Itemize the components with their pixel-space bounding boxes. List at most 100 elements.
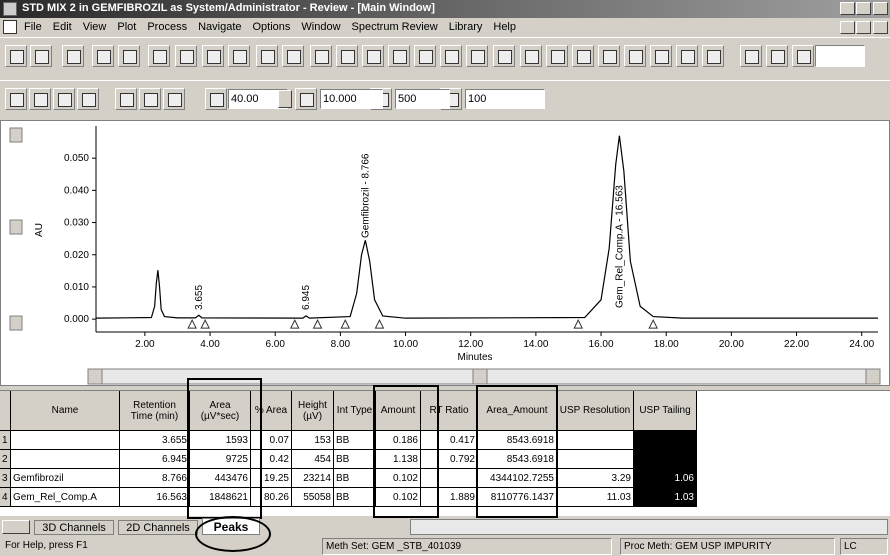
tool-button[interactable] <box>5 45 27 67</box>
tab[interactable]: 2D Channels <box>118 520 198 535</box>
tool-button[interactable] <box>139 88 161 110</box>
tool-button[interactable] <box>440 45 462 67</box>
integration-marker <box>340 319 351 329</box>
table-cell <box>11 450 120 469</box>
table-cell: BB <box>334 450 376 469</box>
tool-button[interactable] <box>29 88 51 110</box>
y-tick-label: 0.050 <box>64 153 89 164</box>
tool-button[interactable] <box>115 88 137 110</box>
tool-button[interactable] <box>295 88 317 110</box>
tool-button[interactable] <box>388 45 410 67</box>
table-cell: 153 <box>292 431 334 450</box>
tool-button[interactable] <box>228 45 250 67</box>
tool-button[interactable] <box>205 88 227 110</box>
input-field[interactable]: 500 <box>395 89 450 109</box>
menu-item[interactable]: Process <box>147 21 188 33</box>
menu-item[interactable]: View <box>82 21 107 33</box>
menu-item[interactable]: File <box>24 21 42 33</box>
menu-item[interactable]: Options <box>252 21 291 33</box>
menu-item[interactable]: Spectrum Review <box>351 21 438 33</box>
dropdown-arrow[interactable] <box>278 90 292 108</box>
table-cell: 1848621 <box>190 488 251 507</box>
tool-button[interactable] <box>650 45 672 67</box>
tool-button[interactable] <box>118 45 140 67</box>
column-header <box>0 391 11 431</box>
table-cell: 55058 <box>292 488 334 507</box>
peak-table: Name Retention Time (min) Area (µV*sec)% A… <box>0 390 890 516</box>
mdi-minimize[interactable] <box>840 21 855 34</box>
tool-button[interactable] <box>362 45 384 67</box>
window-title: STD MIX 2 in GEMFIBROZIL as System/Admin… <box>22 2 435 14</box>
doc-icon <box>3 20 17 34</box>
tool-button[interactable] <box>336 45 358 67</box>
status-field: Proc Meth: GEM USP IMPURITY <box>620 538 835 555</box>
tool-button[interactable] <box>256 45 278 67</box>
table-h-scrollbar[interactable] <box>410 519 888 535</box>
tool-button[interactable] <box>175 45 197 67</box>
tab[interactable]: 3D Channels <box>34 520 114 535</box>
menu-item[interactable]: Library <box>448 21 483 33</box>
scroll-right[interactable] <box>865 368 881 385</box>
scroll-thumb[interactable] <box>9 219 23 235</box>
input-field[interactable]: 10.000 <box>320 89 383 109</box>
tool-button[interactable] <box>310 45 332 67</box>
maximize-button[interactable] <box>856 2 871 15</box>
tool-button[interactable] <box>572 45 594 67</box>
x-tick-label: 8.00 <box>331 339 351 350</box>
dropdown[interactable] <box>815 45 865 67</box>
x-tick-label: 10.00 <box>393 339 418 350</box>
tool-button[interactable] <box>792 45 814 67</box>
tool-button[interactable] <box>77 88 99 110</box>
minimize-button[interactable] <box>840 2 855 15</box>
tool-button[interactable] <box>466 45 488 67</box>
x-axis-label: Minutes <box>457 352 492 363</box>
tool-button[interactable] <box>163 88 185 110</box>
menu-item[interactable]: Navigate <box>198 21 242 33</box>
table-cell: 0.42 <box>251 450 292 469</box>
tool-button[interactable] <box>493 45 515 67</box>
tool-button[interactable] <box>740 45 762 67</box>
tool-button[interactable] <box>546 45 568 67</box>
tool-button[interactable] <box>702 45 724 67</box>
tool-button[interactable] <box>202 45 224 67</box>
table-cell: 0.102 <box>376 488 421 507</box>
tool-button[interactable] <box>5 88 27 110</box>
toolbar <box>0 37 890 74</box>
tab-scroll[interactable] <box>2 520 30 534</box>
menu-item[interactable]: Plot <box>117 21 137 33</box>
table-cell: 3.29 <box>557 469 634 488</box>
scroll-left[interactable] <box>87 368 103 385</box>
mdi-restore[interactable] <box>856 21 871 34</box>
menu-item[interactable]: Window <box>301 21 341 33</box>
table-cell: 9725 <box>190 450 251 469</box>
tool-button[interactable] <box>53 88 75 110</box>
tool-button[interactable] <box>520 45 542 67</box>
integration-marker <box>289 319 300 329</box>
tool-button[interactable] <box>598 45 620 67</box>
x-tick-label: 14.00 <box>523 339 548 350</box>
input-field[interactable]: 100 <box>465 89 545 109</box>
close-button[interactable] <box>873 2 888 15</box>
mdi-close[interactable] <box>873 21 888 34</box>
integration-marker <box>312 319 323 329</box>
tool-button[interactable] <box>676 45 698 67</box>
table-cell: 3.655 <box>120 431 190 450</box>
h-scroll-thumb[interactable] <box>472 368 488 385</box>
x-tick-label: 24.00 <box>849 339 874 350</box>
input-field[interactable]: 40.00 <box>228 89 288 109</box>
menu-item[interactable]: Edit <box>52 21 72 33</box>
x-tick-label: 6.00 <box>265 339 285 350</box>
trace <box>95 135 878 319</box>
menu-item[interactable]: Help <box>493 21 516 33</box>
tool-button[interactable] <box>30 45 52 67</box>
scroll-up[interactable] <box>9 127 23 143</box>
tool-button[interactable] <box>92 45 114 67</box>
tool-button[interactable] <box>766 45 788 67</box>
tool-button[interactable] <box>282 45 304 67</box>
row-header: 3 <box>0 469 11 488</box>
tool-button[interactable] <box>148 45 170 67</box>
tool-button[interactable] <box>414 45 436 67</box>
tool-button[interactable] <box>62 45 84 67</box>
tool-button[interactable] <box>624 45 646 67</box>
scroll-down[interactable] <box>9 315 23 331</box>
